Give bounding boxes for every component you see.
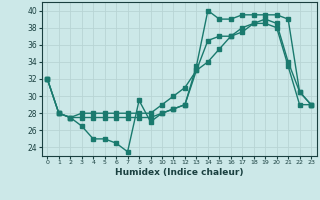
X-axis label: Humidex (Indice chaleur): Humidex (Indice chaleur): [115, 168, 244, 177]
